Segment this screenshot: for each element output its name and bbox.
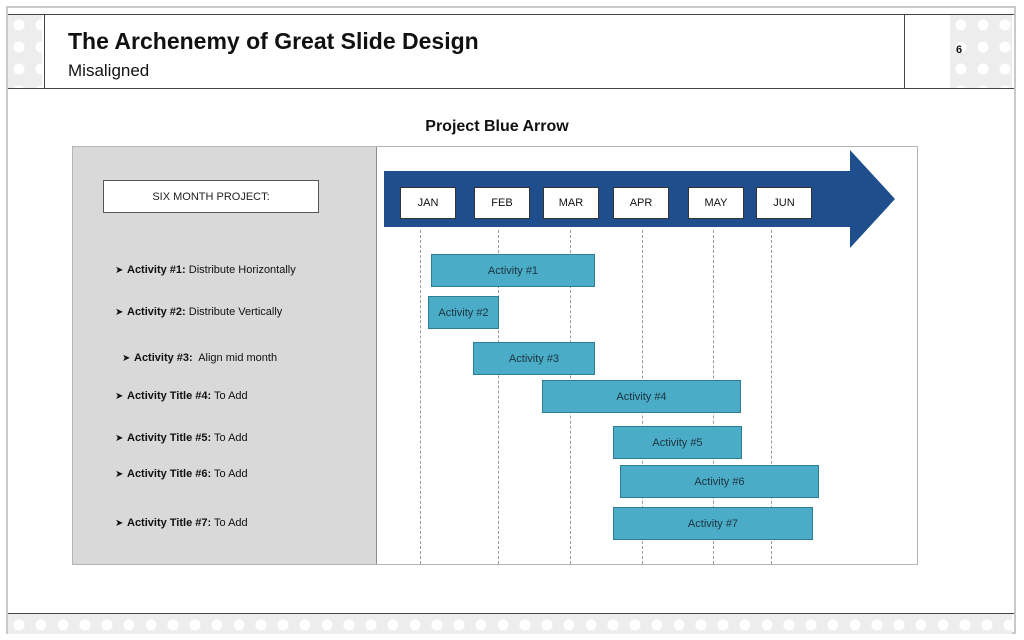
header-divider-left [44, 14, 45, 89]
activity-label-6: ➤ Activity Title #6: To Add [115, 468, 248, 480]
decorative-pattern-bottom [8, 614, 1012, 634]
month-box-apr: APR [613, 187, 669, 219]
activity-list-panel [73, 147, 377, 564]
gantt-bar-activity-6: Activity #6 [620, 465, 819, 498]
grid-line [771, 230, 772, 564]
gantt-bar-activity-1: Activity #1 [431, 254, 595, 287]
grid-line [420, 230, 421, 564]
header-top-rule [8, 14, 1014, 15]
decorative-pattern-right [950, 14, 1012, 88]
arrow-bullet-icon: ➤ [115, 469, 124, 480]
gantt-bar-activity-5: Activity #5 [613, 426, 742, 459]
activity-label-1: ➤ Activity #1: Distribute Horizontally [115, 264, 296, 276]
month-box-may: MAY [688, 187, 744, 219]
arrow-bullet-icon: ➤ [115, 265, 124, 276]
activity-label-3: ➤ Activity #3: Align mid month [122, 352, 278, 364]
arrow-bullet-icon: ➤ [115, 518, 124, 529]
activity-label-5: ➤ Activity Title #5: To Add [115, 432, 248, 444]
activity-label-2: ➤ Activity #2: Distribute Vertically [115, 306, 283, 318]
arrow-bullet-icon: ➤ [115, 433, 124, 444]
month-box-jun: JUN [756, 187, 812, 219]
diagram-title: Project Blue Arrow [425, 118, 569, 135]
header-bottom-rule [8, 88, 1014, 89]
footer-rule [8, 613, 1014, 614]
slide-title: The Archenemy of Great Slide Design [68, 28, 479, 54]
activity-label-4: ➤ Activity Title #4: To Add [115, 390, 248, 402]
slide-subtitle: Misaligned [68, 61, 150, 80]
decorative-pattern-left [8, 14, 42, 88]
arrow-bullet-icon: ➤ [122, 353, 131, 364]
month-box-jan: JAN [400, 187, 456, 219]
arrow-bullet-icon: ➤ [115, 307, 124, 318]
month-box-mar: MAR [543, 187, 599, 219]
grid-line [498, 230, 499, 564]
arrow-bullet-icon: ➤ [115, 391, 124, 402]
header-divider-right [904, 14, 905, 89]
gantt-bar-activity-2: Activity #2 [428, 296, 499, 329]
month-box-feb: FEB [474, 187, 530, 219]
gantt-bar-activity-3: Activity #3 [473, 342, 595, 375]
six-month-project-box: SIX MONTH PROJECT: [103, 180, 319, 213]
page-number: 6 [955, 44, 963, 56]
gantt-bar-activity-7: Activity #7 [613, 507, 813, 540]
activity-label-7: ➤ Activity Title #7: To Add [115, 517, 248, 529]
gantt-bar-activity-4: Activity #4 [542, 380, 741, 413]
